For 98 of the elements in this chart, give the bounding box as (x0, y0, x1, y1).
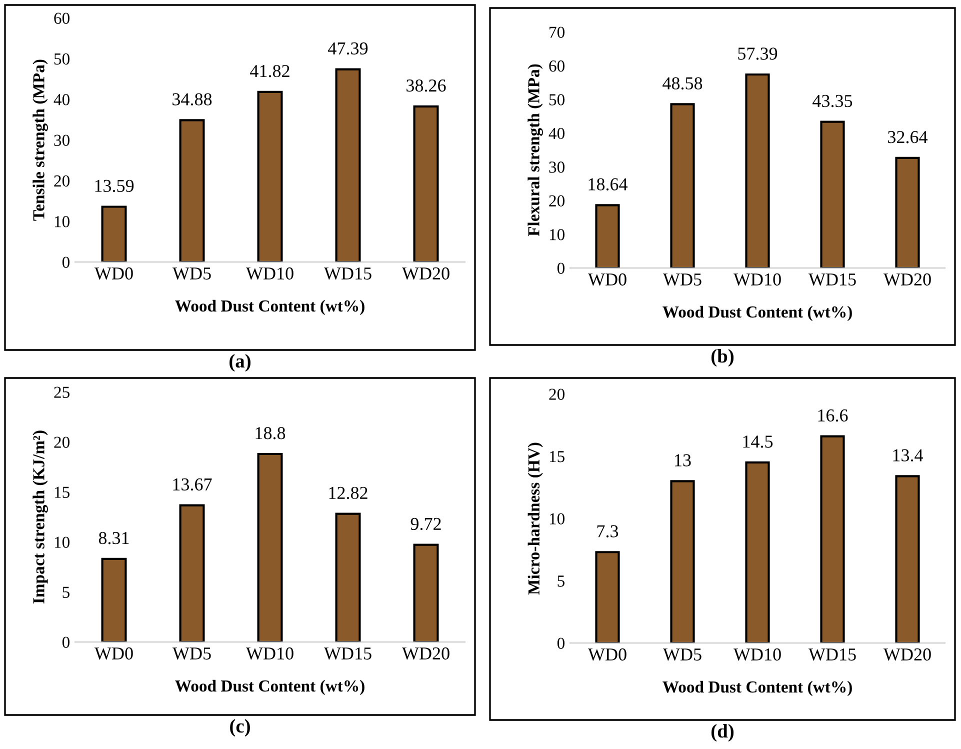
y-axis-title: Tensile strength (MPa) (32, 60, 48, 221)
y-tick-label: 30 (549, 162, 565, 173)
y-tick-label: 40 (548, 128, 565, 140)
data-label: 9.72 (410, 518, 441, 530)
y-tick-label: 0 (62, 256, 70, 268)
x-tick-label: WD0 (94, 267, 133, 280)
x-tick-label: WD20 (402, 267, 450, 280)
data-label: 57.39 (738, 48, 778, 60)
y-tick-label: 10 (550, 513, 565, 524)
data-label: 47.39 (328, 42, 368, 55)
bar (670, 480, 695, 643)
bar (257, 452, 283, 642)
y-tick-label: 30 (54, 134, 70, 146)
bar (101, 558, 127, 642)
y-tick-label: 20 (54, 175, 70, 187)
x-tick-label: WD10 (246, 267, 294, 280)
y-tick-label: 70 (550, 26, 565, 38)
x-tick-label: WD0 (94, 647, 133, 660)
data-label: 41.82 (250, 64, 290, 78)
bar (413, 105, 439, 262)
bar (257, 90, 283, 262)
x-axis-title: Wood Dust Content (wt%) (175, 680, 364, 696)
y-tick-label: 10 (550, 228, 565, 240)
y-tick-label: 20 (54, 436, 70, 448)
data-label: 18.8 (256, 427, 286, 440)
x-tick-label: WD10 (733, 273, 781, 286)
text: (c) (230, 719, 250, 737)
x-tick-label: WD10 (733, 648, 781, 661)
y-tick-label: 0 (557, 262, 565, 274)
y-tick-label: 50 (54, 53, 70, 65)
data-label: 13.67 (173, 478, 212, 491)
data-label: 48.58 (662, 77, 702, 90)
x-tick-label: WD5 (172, 648, 211, 660)
text: (d) (711, 724, 734, 742)
bar (820, 120, 845, 268)
x-tick-label: WD15 (808, 273, 856, 286)
y-tick-label: 60 (54, 12, 70, 24)
y-axis-title: Impact strength (KJ/m²) (32, 430, 48, 604)
x-tick-label: WD20 (402, 647, 450, 660)
data-label: 13 (675, 454, 691, 466)
text: (b) (711, 349, 734, 367)
bar (670, 103, 695, 268)
y-tick-label: 15 (54, 486, 70, 498)
y-axis-title: Micro-hardness (HV) (528, 442, 543, 595)
data-label: 12.82 (329, 486, 368, 500)
y-tick-label: 15 (550, 451, 564, 462)
y-tick-label: 20 (549, 388, 565, 400)
bar (745, 461, 770, 643)
x-tick-label: WD20 (883, 273, 931, 286)
bar (335, 512, 361, 642)
y-tick-label: 10 (54, 216, 70, 228)
x-tick-label: WD5 (172, 268, 211, 280)
bar (335, 68, 361, 262)
x-tick-label: WD15 (324, 647, 372, 660)
text: (a) (230, 354, 250, 372)
y-tick-label: 40 (54, 94, 70, 106)
x-axis-title: Wood Dust Content (wt%) (662, 680, 852, 696)
data-label: 34.88 (172, 93, 212, 106)
x-tick-label: WD10 (246, 647, 294, 660)
data-label: 14.5 (743, 436, 773, 448)
y-tick-label: 5 (558, 576, 564, 587)
data-label: 38.26 (406, 79, 446, 92)
x-tick-label: WD5 (662, 274, 702, 286)
data-label: 43.35 (812, 94, 852, 108)
y-tick-label: 10 (54, 536, 70, 548)
data-label: 13.4 (893, 449, 924, 462)
y-tick-label: 20 (549, 195, 565, 207)
x-tick-label: WD15 (324, 267, 372, 280)
bar (595, 204, 620, 268)
data-label: 18.64 (588, 178, 628, 190)
bar (895, 156, 920, 268)
y-tick-label: 50 (549, 94, 565, 106)
x-tick-label: WD0 (588, 273, 626, 286)
x-tick-label: WD20 (883, 648, 931, 661)
y-tick-label: 5 (62, 586, 70, 598)
x-tick-label: WD0 (588, 648, 626, 661)
bar (595, 551, 620, 643)
data-label: 32.64 (888, 131, 928, 144)
x-axis-title: Wood Dust Content (wt%) (662, 306, 852, 322)
y-tick-label: 25 (54, 386, 70, 398)
y-tick-label: 0 (557, 638, 565, 649)
x-tick-label: WD5 (662, 648, 702, 661)
bar (413, 544, 439, 642)
data-label: 16.6 (818, 409, 848, 422)
x-axis-title: Wood Dust Content (wt%) (175, 300, 364, 316)
bar (101, 206, 127, 262)
bar (179, 504, 205, 642)
data-label: 7.3 (597, 525, 618, 538)
y-tick-label: 0 (62, 636, 70, 648)
bar (179, 119, 205, 262)
x-tick-label: WD15 (808, 648, 856, 661)
bar (745, 73, 770, 268)
y-axis-title: Flexural strength (MPa) (528, 64, 543, 236)
data-label: 8.31 (98, 532, 129, 544)
y-tick-label: 60 (549, 60, 565, 72)
bar (895, 475, 920, 643)
bar (820, 435, 845, 643)
data-label: 13.59 (95, 180, 134, 192)
